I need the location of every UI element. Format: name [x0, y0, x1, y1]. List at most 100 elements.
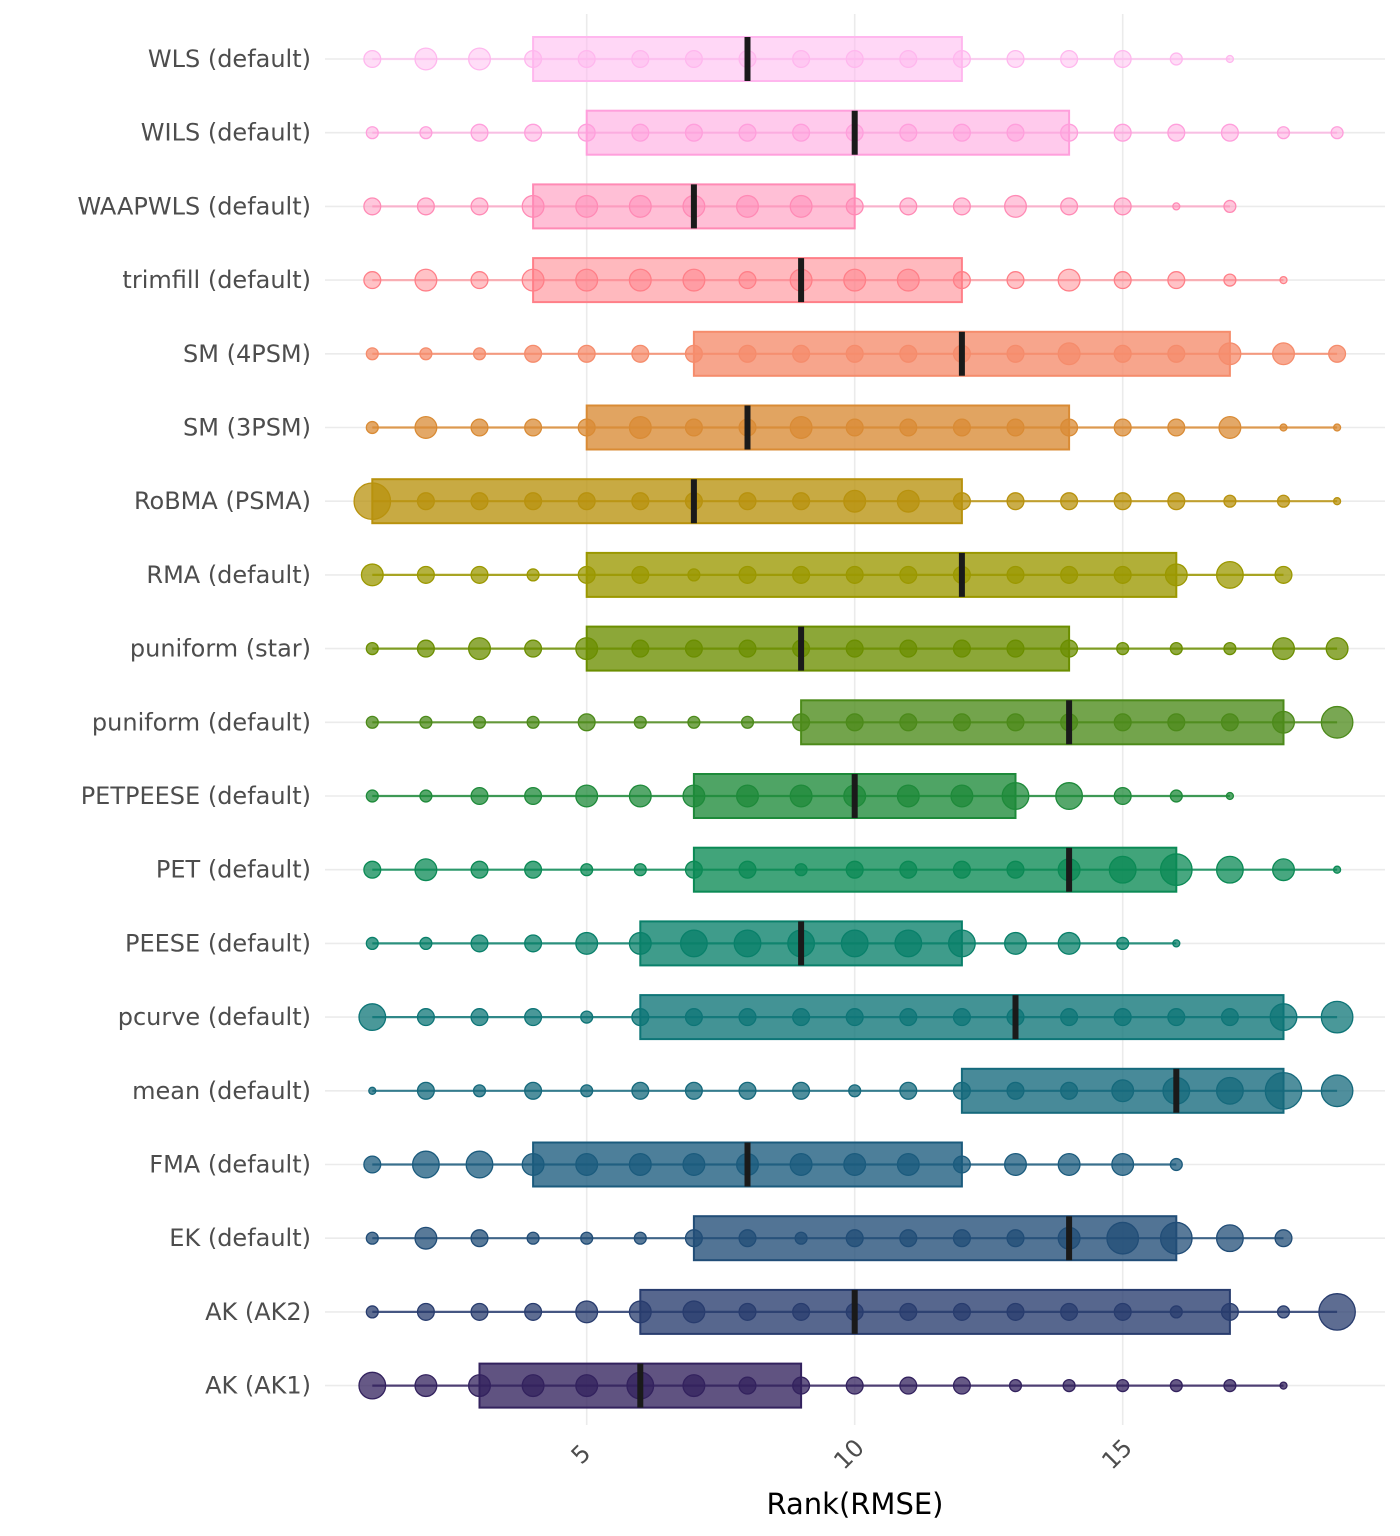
y-axis-label: SM (3PSM) — [183, 414, 311, 442]
rank-dot — [789, 1153, 813, 1177]
method-row — [363, 36, 1235, 82]
rank-dot — [682, 1153, 706, 1177]
rank-dot — [470, 418, 489, 437]
rank-dot — [1276, 126, 1291, 140]
rank-dot — [843, 1153, 867, 1177]
rank-dot — [682, 1374, 706, 1398]
rank-dot — [947, 929, 976, 958]
rank-dot — [1218, 342, 1242, 366]
rank-dot — [845, 713, 864, 732]
rank-dot — [952, 1155, 971, 1174]
rank-dot — [952, 271, 971, 290]
rank-dot — [1060, 49, 1079, 69]
rank-dot — [738, 1229, 757, 1248]
rank-dot — [419, 347, 433, 361]
y-axis-label: puniform (default) — [92, 708, 311, 736]
rank-dot — [899, 639, 918, 658]
rank-dot — [899, 1081, 918, 1100]
rank-dot — [740, 715, 755, 729]
rank-dot — [896, 268, 920, 292]
rank-dot — [1172, 202, 1181, 211]
x-axis-ticks: 5 10 15 — [566, 1434, 1138, 1475]
rank-dot — [899, 1229, 918, 1248]
rank-dot — [365, 936, 379, 951]
rank-dot — [416, 197, 435, 216]
rank-dot — [1279, 275, 1288, 285]
rank-dot — [1320, 705, 1354, 739]
rank-dot — [1167, 713, 1186, 732]
rank-dot — [792, 344, 811, 363]
rank-dot — [845, 197, 864, 216]
rank-dot — [416, 492, 435, 511]
rank-dot — [1060, 1302, 1079, 1321]
rank-dot — [524, 860, 543, 879]
rank-dot — [414, 47, 438, 71]
rank-dot — [1004, 194, 1028, 218]
rank-dot — [365, 1305, 379, 1319]
rank-dot — [631, 123, 650, 142]
rank-dot — [684, 1081, 703, 1100]
rank-dot — [1330, 126, 1344, 140]
rank-dot — [363, 197, 382, 216]
rank-dot — [580, 1231, 594, 1245]
rank-dot — [1220, 1008, 1239, 1027]
rank-dot — [682, 268, 706, 292]
rank-dot — [414, 1226, 438, 1250]
rank-dot — [792, 565, 811, 584]
rank-dot — [952, 123, 971, 142]
rank-dot — [1006, 49, 1025, 69]
method-row — [365, 773, 1235, 819]
rank-dot — [628, 931, 652, 955]
rank-dot — [1113, 197, 1132, 216]
rank-dot — [684, 418, 703, 437]
rank-dot — [1223, 1379, 1237, 1393]
rank-dot — [843, 268, 867, 292]
rank-dot — [472, 1084, 487, 1098]
rank-dot — [1006, 860, 1025, 879]
rank-dot — [1164, 563, 1188, 587]
rank-dot — [1167, 344, 1186, 363]
rank-dot — [1060, 418, 1079, 437]
method-row — [363, 846, 1342, 893]
rank-dot — [1320, 1074, 1354, 1108]
rank-dot — [1060, 1008, 1079, 1027]
rank-dot — [1279, 423, 1288, 432]
x-tick-label: 15 — [1096, 1434, 1137, 1475]
rank-dot — [736, 784, 760, 808]
rank-dot — [1116, 936, 1130, 951]
rank-dot — [952, 197, 971, 216]
rank-dot — [899, 1376, 918, 1395]
rank-dot — [1215, 855, 1244, 884]
rank-dot — [526, 1231, 540, 1245]
rank-dot — [899, 344, 918, 363]
rank-dot — [1060, 492, 1079, 511]
rank-dot — [1332, 865, 1342, 874]
rank-dot — [628, 268, 652, 292]
rank-dot — [1276, 1305, 1291, 1319]
rank-dot — [470, 197, 489, 216]
rank-dot — [899, 197, 918, 216]
rank-dot — [792, 123, 811, 142]
method-row — [363, 1141, 1183, 1188]
rank-dot — [467, 1374, 491, 1398]
rank-dot — [1111, 1153, 1135, 1177]
rank-dot — [467, 637, 491, 661]
rank-dot — [1320, 1000, 1354, 1034]
rank-dot — [1167, 418, 1186, 437]
rank-dot — [1225, 54, 1235, 64]
rank-dot — [465, 1150, 494, 1179]
rank-dot — [1332, 497, 1342, 506]
rank-dot — [1113, 418, 1132, 437]
rank-dot — [1223, 494, 1237, 508]
rank-dot — [1215, 1076, 1244, 1105]
method-row — [353, 478, 1342, 525]
rank-dot — [1269, 1003, 1298, 1032]
rank-dot — [628, 1153, 652, 1177]
rank-dot — [1272, 637, 1296, 661]
rank-dot — [792, 1302, 811, 1321]
rank-dot — [631, 1081, 650, 1100]
rank-dot — [684, 344, 703, 363]
rank-dot — [365, 126, 379, 140]
method-row — [365, 1215, 1293, 1262]
